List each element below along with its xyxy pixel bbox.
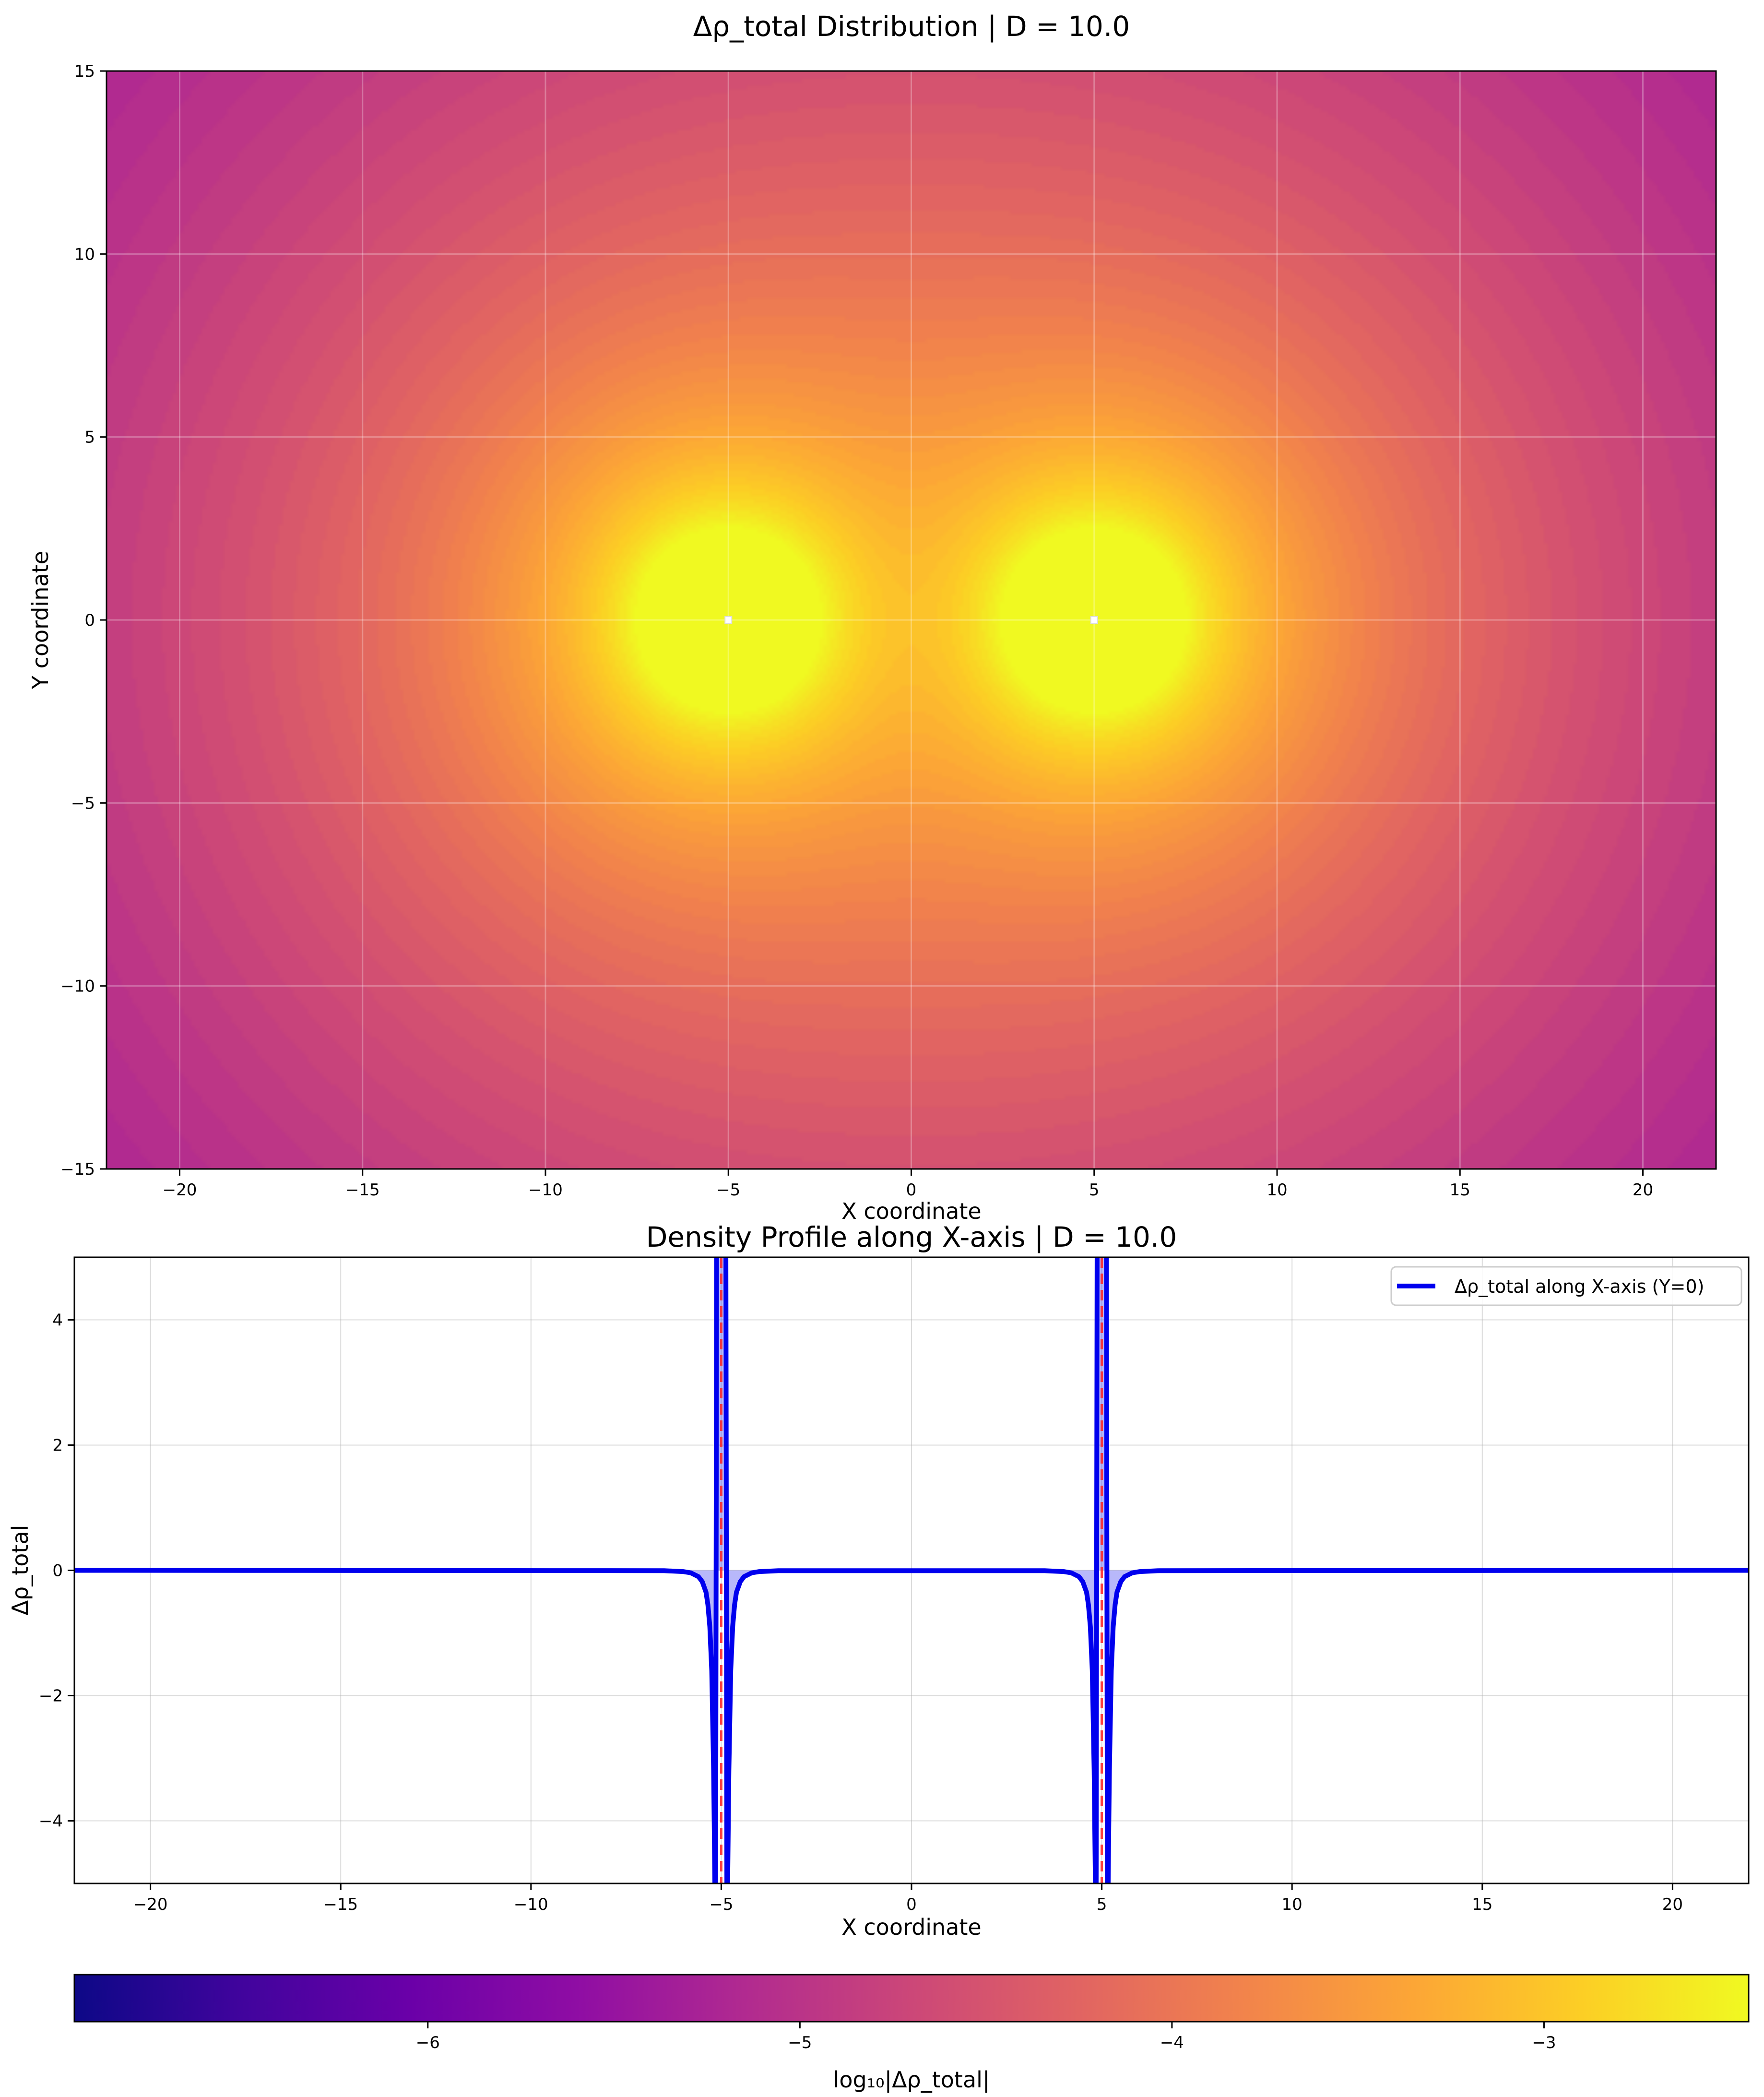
heatmap-source-markers xyxy=(724,616,1098,624)
profile-reference-lines xyxy=(720,1257,1103,1883)
y-tick-label: −4 xyxy=(39,1812,63,1831)
legend-box xyxy=(1390,1266,1742,1306)
x-tick-label: −15 xyxy=(323,1895,358,1914)
source-marker xyxy=(724,616,733,624)
profile-legend: Δρ_total along X-axis (Y=0) xyxy=(1390,1266,1742,1306)
heatmap-x-ticks: −20 −15 −10 −5 0 5 10 15 20 xyxy=(163,1169,1653,1200)
profile-y-ticks: −4 −2 0 2 4 xyxy=(39,1311,74,1831)
x-tick-label: 0 xyxy=(906,1895,917,1914)
colorbar-tick-label: −3 xyxy=(1532,2033,1556,2052)
x-tick-label: 10 xyxy=(1267,1180,1287,1200)
heatmap-image xyxy=(107,71,1716,1169)
x-tick-label: 20 xyxy=(1633,1180,1653,1200)
profile-x-ticks: −20 −15 −10 −5 0 5 10 15 20 xyxy=(133,1883,1683,1914)
colorbar-tick-label: −5 xyxy=(788,2033,812,2052)
profile-title: Density Profile along X-axis | D = 10.0 xyxy=(646,1221,1177,1253)
legend-label: Δρ_total along X-axis (Y=0) xyxy=(1455,1276,1704,1297)
y-tick-label: 4 xyxy=(52,1311,63,1330)
profile-panel: Density Profile along X-axis | D = 10.0 … xyxy=(7,1221,1750,1940)
x-tick-label: 20 xyxy=(1662,1895,1683,1914)
y-tick-label: −10 xyxy=(60,977,95,996)
colorbar-frame xyxy=(73,1974,1750,2023)
x-tick-label: −20 xyxy=(163,1180,197,1200)
colorbar-tick-label: −6 xyxy=(416,2033,440,2052)
x-tick-label: −5 xyxy=(709,1895,733,1914)
x-tick-label: −15 xyxy=(345,1180,380,1200)
y-tick-label: 0 xyxy=(84,611,95,630)
y-tick-label: −15 xyxy=(60,1160,95,1179)
y-tick-label: 5 xyxy=(84,428,95,447)
y-tick-label: 0 xyxy=(52,1561,63,1581)
colorbar: −6 −5 −4 −3 log₁₀|Δρ_total| xyxy=(73,1974,1750,2093)
y-tick-label: −5 xyxy=(71,794,95,813)
heatmap-x-label: X coordinate xyxy=(841,1198,981,1224)
source-marker xyxy=(1090,616,1098,624)
profile-x-label: X coordinate xyxy=(841,1914,981,1940)
y-tick-label: −2 xyxy=(39,1687,63,1706)
colorbar-label: log₁₀|Δρ_total| xyxy=(833,2067,990,2093)
heatmap-y-ticks: −15 −10 −5 0 5 10 15 xyxy=(60,62,107,1179)
colorbar-ticks: −6 −5 −4 −3 xyxy=(416,2022,1556,2052)
y-tick-label: 10 xyxy=(74,245,95,264)
x-tick-label: −10 xyxy=(514,1895,548,1914)
x-tick-label: 15 xyxy=(1450,1180,1470,1200)
y-tick-label: 2 xyxy=(52,1436,63,1455)
profile-y-label: Δρ_total xyxy=(7,1525,33,1616)
x-tick-label: 0 xyxy=(906,1180,917,1200)
heatmap-title: Δρ_total Distribution | D = 10.0 xyxy=(693,10,1130,43)
x-tick-label: −10 xyxy=(528,1180,563,1200)
y-tick-label: 15 xyxy=(74,62,95,81)
x-tick-label: 5 xyxy=(1097,1895,1107,1914)
heatmap-panel: Δρ_total Distribution | D = 10.0 −20 −15−… xyxy=(27,10,1717,1224)
colorbar-gradient xyxy=(74,1975,1749,2022)
colorbar-tick-label: −4 xyxy=(1160,2033,1184,2052)
x-tick-label: −5 xyxy=(716,1180,740,1200)
profile-line xyxy=(74,1257,1749,1883)
heatmap-y-label: Y coordinate xyxy=(27,551,53,690)
x-tick-label: 5 xyxy=(1089,1180,1100,1200)
x-tick-label: 15 xyxy=(1472,1895,1492,1914)
x-tick-label: 10 xyxy=(1282,1895,1302,1914)
x-tick-label: −20 xyxy=(133,1895,168,1914)
